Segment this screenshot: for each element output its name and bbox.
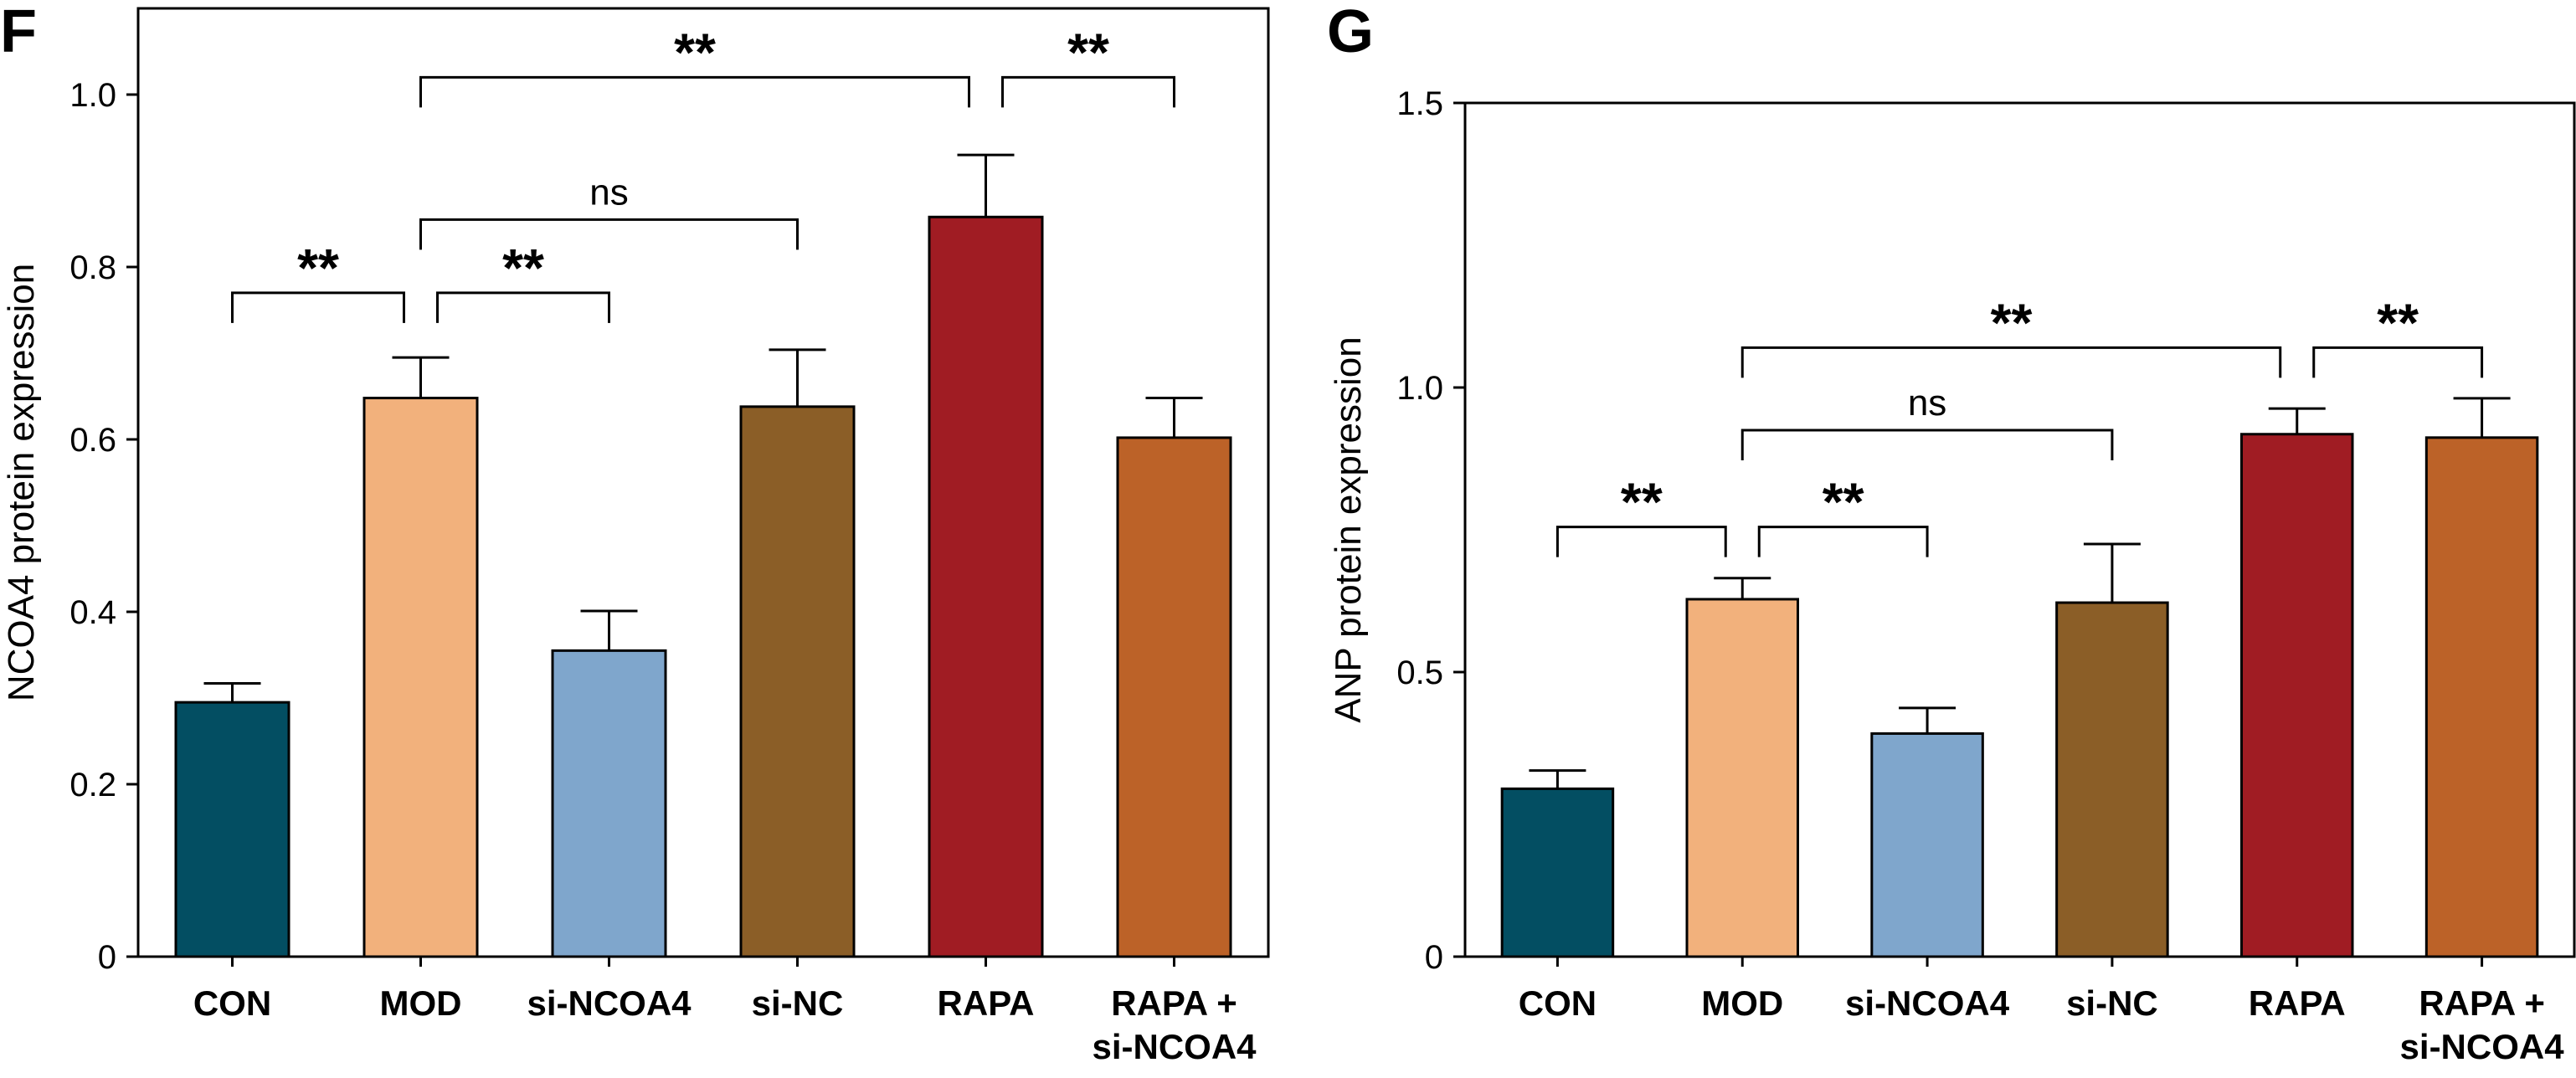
y-axis-label: NCOA4 protein expression bbox=[1, 264, 42, 701]
y-tick-label: 1.0 bbox=[69, 77, 116, 114]
y-tick-label: 0 bbox=[1425, 939, 1443, 976]
y-tick-label: 1.0 bbox=[1396, 370, 1443, 407]
significance-label: ** bbox=[1621, 472, 1663, 532]
x-tick-label: RAPA bbox=[2249, 983, 2346, 1023]
significance-bracket bbox=[419, 218, 799, 250]
significance-label: ** bbox=[1991, 292, 2033, 352]
x-tick-label: si-NC bbox=[2066, 983, 2158, 1023]
panel-letter: F bbox=[0, 0, 37, 65]
significance-bracket bbox=[231, 291, 405, 323]
plot-frame bbox=[136, 7, 1270, 958]
bar bbox=[1685, 598, 1799, 958]
bar bbox=[928, 215, 1044, 958]
y-tick-label: 0 bbox=[98, 939, 116, 976]
significance-label: ** bbox=[2377, 292, 2419, 352]
bar bbox=[2055, 601, 2169, 958]
significance-label: ** bbox=[297, 238, 339, 298]
x-tick-label: CON bbox=[1519, 983, 1597, 1023]
significance-label: ** bbox=[1067, 22, 1109, 82]
bar bbox=[739, 405, 856, 958]
chart-panel-f: F 0 0.2 0.4 0.6 0.8 1.0 NCOA4 protein expressio… bbox=[0, 0, 1270, 1066]
x-tick-label: RAPA + bbox=[2419, 983, 2545, 1023]
x-tick-label: si-NCOA4 bbox=[2400, 1027, 2565, 1066]
y-tick-label: 0.8 bbox=[69, 249, 116, 286]
x-tick-label: MOD bbox=[380, 983, 462, 1023]
bar bbox=[174, 701, 291, 958]
y-tick-label: 0.5 bbox=[1396, 654, 1443, 691]
bar bbox=[1870, 732, 1984, 958]
y-tick-label: 0.2 bbox=[69, 767, 116, 803]
significance-bracket bbox=[1740, 346, 2282, 378]
bar bbox=[551, 649, 667, 958]
y-tick-label: 0.4 bbox=[69, 594, 116, 631]
y-axis-label: ANP protein expression bbox=[1328, 336, 1369, 722]
x-tick-label: MOD bbox=[1701, 983, 1783, 1023]
bar bbox=[2240, 433, 2354, 958]
significance-bracket bbox=[1001, 75, 1175, 108]
significance-label: ** bbox=[1823, 472, 1864, 532]
significance-label: ns bbox=[589, 172, 628, 213]
panel-letter: G bbox=[1327, 0, 1374, 65]
x-tick-label: RAPA + bbox=[1111, 983, 1237, 1023]
bar bbox=[2424, 436, 2539, 958]
plot-frame bbox=[1463, 101, 2576, 958]
x-tick-label: CON bbox=[193, 983, 271, 1023]
x-tick-label: si-NCOA4 bbox=[1092, 1027, 1257, 1066]
significance-bracket bbox=[2312, 346, 2484, 378]
significance-bracket bbox=[1555, 526, 1727, 557]
y-tick-label: 1.5 bbox=[1396, 85, 1443, 122]
bar bbox=[1500, 787, 1615, 958]
x-tick-label: si-NCOA4 bbox=[1845, 983, 2010, 1023]
significance-bracket bbox=[1740, 429, 2114, 460]
significance-label: ns bbox=[1908, 382, 1946, 424]
significance-bracket bbox=[436, 291, 610, 323]
significance-bracket bbox=[419, 75, 970, 108]
y-tick-label: 0.6 bbox=[69, 422, 116, 459]
x-tick-label: si-NC bbox=[752, 983, 844, 1023]
chart-panel-g: G 0 0.5 1.0 1.5 ANP protein expression CON MOD s… bbox=[1327, 0, 2576, 1066]
bar bbox=[1116, 436, 1232, 958]
bar bbox=[362, 397, 479, 958]
x-tick-label: RAPA bbox=[938, 983, 1035, 1023]
significance-label: ** bbox=[674, 22, 716, 82]
significance-bracket bbox=[1757, 526, 1929, 557]
significance-label: ** bbox=[502, 238, 544, 298]
x-tick-label: si-NCOA4 bbox=[527, 983, 692, 1023]
